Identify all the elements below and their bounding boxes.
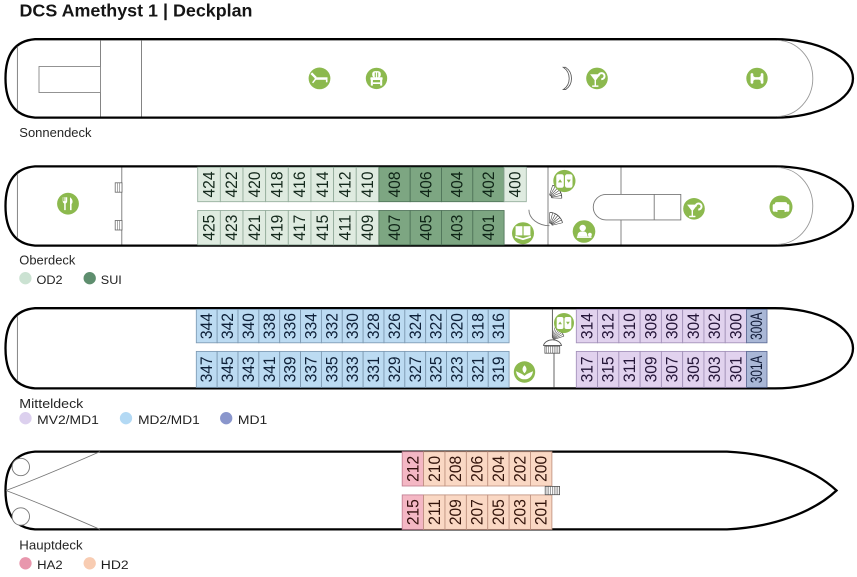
svg-text:314: 314: [577, 313, 596, 339]
svg-text:404: 404: [448, 172, 467, 198]
svg-text:416: 416: [290, 172, 309, 198]
svg-text:414: 414: [313, 172, 332, 198]
svg-text:336: 336: [281, 313, 300, 339]
svg-text:300A: 300A: [747, 312, 766, 340]
svg-text:Sonnendeck: Sonnendeck: [19, 125, 92, 140]
svg-text:340: 340: [239, 313, 258, 339]
svg-text:328: 328: [364, 313, 383, 339]
svg-text:315: 315: [599, 356, 618, 382]
svg-text:412: 412: [335, 172, 354, 198]
svg-text:301: 301: [726, 356, 745, 382]
svg-text:419: 419: [267, 215, 286, 241]
svg-text:320: 320: [447, 313, 466, 339]
svg-text:330: 330: [343, 313, 362, 339]
svg-text:407: 407: [385, 215, 404, 241]
svg-text:334: 334: [301, 313, 320, 339]
svg-text:417: 417: [290, 215, 309, 241]
svg-text:425: 425: [200, 215, 219, 241]
svg-text:209: 209: [446, 499, 465, 525]
svg-text:405: 405: [416, 215, 435, 241]
svg-text:307: 307: [663, 356, 682, 382]
svg-text:410: 410: [358, 172, 377, 198]
svg-text:343: 343: [239, 356, 258, 382]
svg-text:312: 312: [599, 313, 618, 339]
svg-text:332: 332: [322, 313, 341, 339]
svg-text:424: 424: [200, 172, 219, 198]
svg-text:306: 306: [663, 313, 682, 339]
svg-text:409: 409: [358, 215, 377, 241]
svg-text:MD1: MD1: [238, 413, 268, 427]
svg-text:403: 403: [448, 215, 467, 241]
svg-text:311: 311: [620, 356, 639, 382]
svg-text:308: 308: [641, 313, 660, 339]
svg-text:OD2: OD2: [37, 273, 63, 287]
svg-text:304: 304: [684, 313, 703, 339]
svg-text:309: 309: [641, 356, 660, 382]
svg-text:406: 406: [416, 172, 435, 198]
svg-text:319: 319: [489, 356, 508, 382]
svg-text:HA2: HA2: [37, 558, 63, 572]
svg-text:415: 415: [313, 215, 332, 241]
svg-text:215: 215: [403, 499, 422, 525]
svg-text:MV2/MD1: MV2/MD1: [37, 413, 99, 427]
svg-text:205: 205: [489, 499, 508, 525]
svg-text:345: 345: [218, 356, 237, 382]
svg-text:344: 344: [197, 313, 216, 339]
svg-text:MD2/MD1: MD2/MD1: [138, 413, 200, 427]
svg-text:301A: 301A: [747, 355, 766, 383]
svg-text:418: 418: [267, 172, 286, 198]
svg-text:337: 337: [301, 356, 320, 382]
svg-text:341: 341: [260, 356, 279, 382]
svg-text:SUI: SUI: [101, 273, 122, 287]
svg-text:327: 327: [406, 356, 425, 382]
svg-text:212: 212: [403, 456, 422, 482]
svg-text:HD2: HD2: [101, 558, 129, 572]
svg-text:300: 300: [726, 313, 745, 339]
svg-text:329: 329: [385, 356, 404, 382]
svg-text:401: 401: [479, 215, 498, 241]
svg-text:201: 201: [532, 499, 551, 525]
svg-text:420: 420: [245, 172, 264, 198]
svg-text:302: 302: [705, 313, 724, 339]
svg-text:400: 400: [506, 172, 525, 198]
svg-text:208: 208: [446, 456, 465, 482]
svg-text:323: 323: [447, 356, 466, 382]
svg-text:322: 322: [427, 313, 446, 339]
svg-text:333: 333: [343, 356, 362, 382]
svg-text:402: 402: [479, 172, 498, 198]
svg-text:338: 338: [260, 313, 279, 339]
svg-text:Oberdeck: Oberdeck: [19, 253, 76, 268]
svg-text:305: 305: [684, 356, 703, 382]
svg-text:423: 423: [222, 215, 241, 241]
svg-text:203: 203: [510, 499, 529, 525]
svg-text:321: 321: [468, 356, 487, 382]
svg-text:421: 421: [245, 215, 264, 241]
svg-text:DCS Amethyst 1 | Deckplan: DCS Amethyst 1 | Deckplan: [20, 0, 253, 20]
svg-text:206: 206: [468, 456, 487, 482]
svg-text:422: 422: [222, 172, 241, 198]
svg-text:342: 342: [218, 313, 237, 339]
svg-text:207: 207: [468, 499, 487, 525]
svg-text:204: 204: [489, 456, 508, 482]
svg-text:325: 325: [427, 356, 446, 382]
svg-text:316: 316: [489, 313, 508, 339]
svg-text:211: 211: [425, 499, 444, 525]
svg-text:318: 318: [468, 313, 487, 339]
svg-text:202: 202: [510, 456, 529, 482]
svg-text:326: 326: [385, 313, 404, 339]
svg-text:335: 335: [322, 356, 341, 382]
svg-text:317: 317: [577, 356, 596, 382]
svg-text:303: 303: [705, 356, 724, 382]
svg-text:408: 408: [385, 172, 404, 198]
svg-text:331: 331: [364, 356, 383, 382]
svg-text:310: 310: [620, 313, 639, 339]
svg-text:347: 347: [197, 356, 216, 382]
svg-text:Mitteldeck: Mitteldeck: [19, 396, 84, 411]
svg-text:Hauptdeck: Hauptdeck: [19, 537, 83, 552]
svg-text:210: 210: [425, 456, 444, 482]
svg-text:411: 411: [335, 215, 354, 241]
svg-text:324: 324: [406, 313, 425, 339]
svg-text:200: 200: [532, 456, 551, 482]
svg-text:339: 339: [281, 356, 300, 382]
